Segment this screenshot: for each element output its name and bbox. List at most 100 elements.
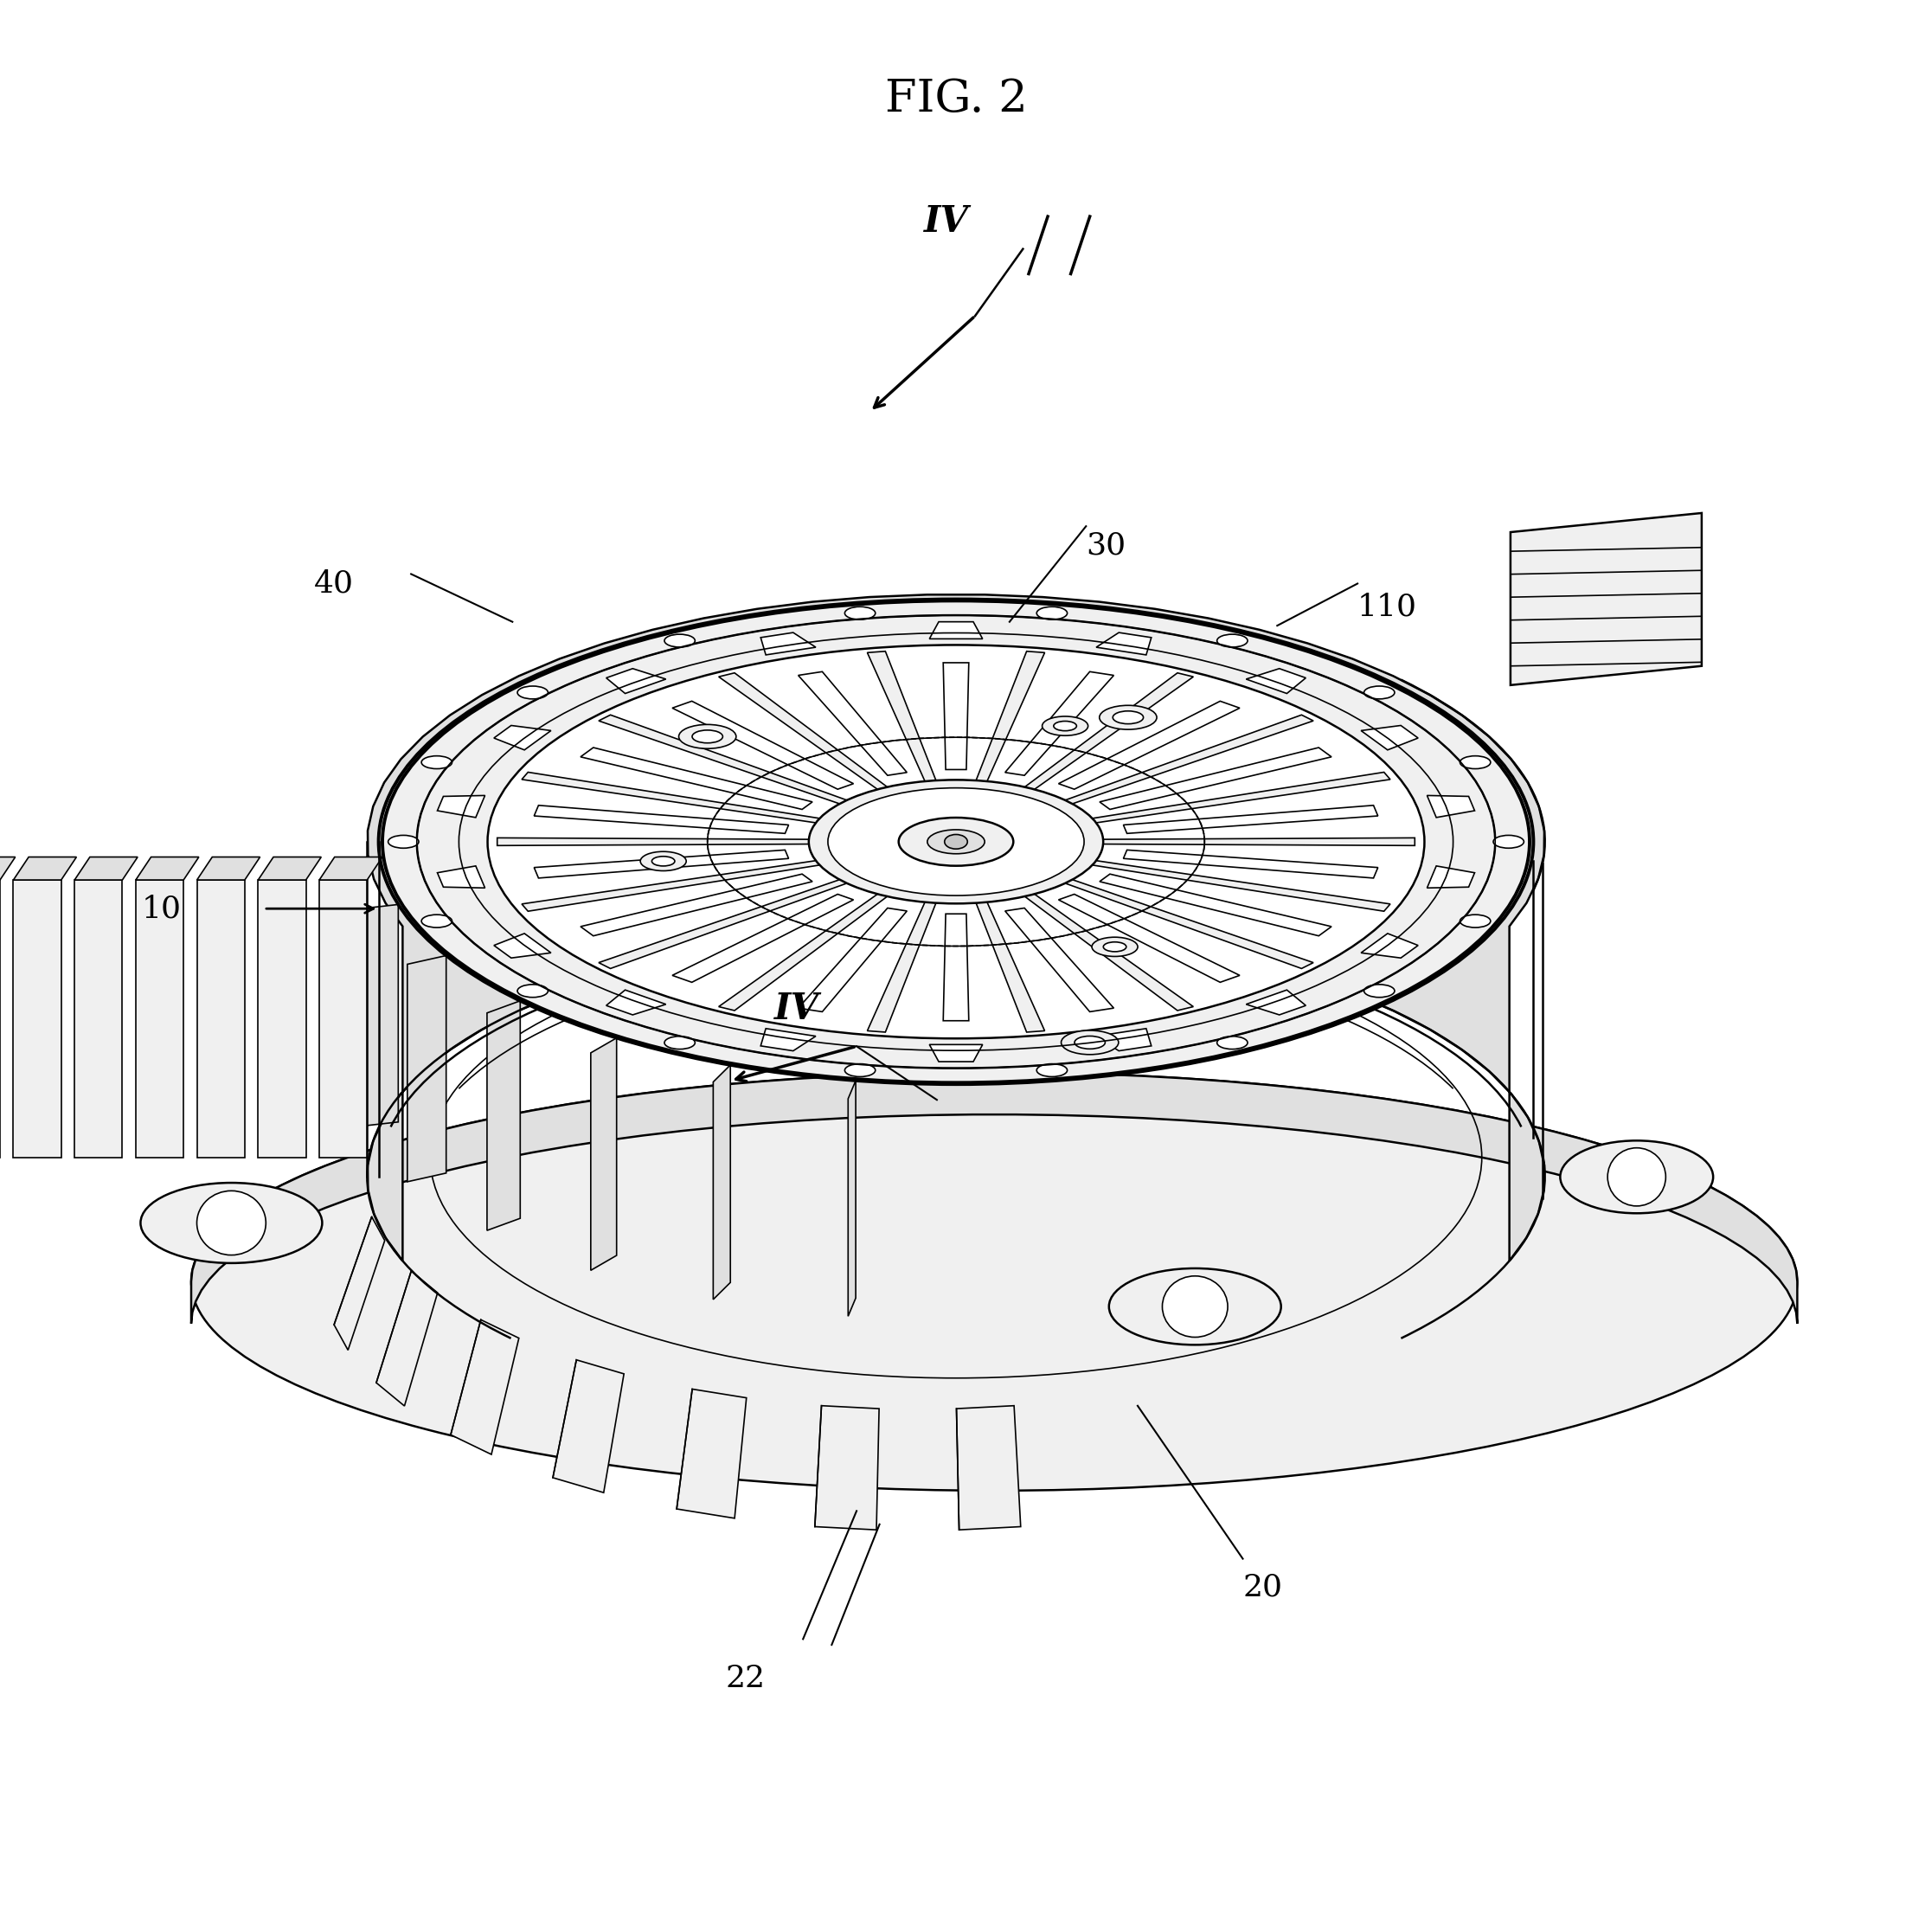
Polygon shape: [1057, 715, 1314, 806]
Polygon shape: [533, 850, 788, 877]
Text: IV: IV: [923, 203, 969, 240]
Polygon shape: [975, 898, 1044, 1032]
Ellipse shape: [899, 817, 1013, 866]
Polygon shape: [1247, 989, 1306, 1014]
Polygon shape: [606, 668, 665, 694]
Polygon shape: [761, 632, 816, 655]
Polygon shape: [943, 663, 969, 769]
Polygon shape: [335, 1217, 384, 1350]
Polygon shape: [197, 858, 260, 879]
Polygon shape: [761, 1028, 816, 1051]
Ellipse shape: [663, 1036, 694, 1049]
Ellipse shape: [388, 835, 419, 848]
Ellipse shape: [518, 686, 549, 699]
Polygon shape: [319, 858, 382, 879]
Polygon shape: [1096, 632, 1151, 655]
Polygon shape: [1124, 806, 1379, 833]
Polygon shape: [591, 1037, 616, 1271]
Polygon shape: [1006, 672, 1115, 775]
Ellipse shape: [1109, 1267, 1281, 1345]
Text: 110: 110: [1358, 591, 1417, 622]
Ellipse shape: [1363, 686, 1394, 699]
Polygon shape: [1084, 860, 1390, 912]
Polygon shape: [598, 715, 855, 806]
Ellipse shape: [1113, 711, 1143, 724]
Ellipse shape: [518, 985, 549, 997]
Ellipse shape: [845, 607, 876, 620]
Ellipse shape: [1461, 755, 1491, 769]
Polygon shape: [197, 879, 245, 1157]
Polygon shape: [438, 796, 486, 817]
Ellipse shape: [382, 601, 1530, 1082]
Polygon shape: [522, 773, 828, 825]
Ellipse shape: [141, 1182, 323, 1264]
Ellipse shape: [421, 914, 451, 927]
Polygon shape: [493, 933, 551, 958]
Ellipse shape: [421, 755, 451, 769]
Polygon shape: [553, 1360, 623, 1493]
Polygon shape: [0, 858, 15, 879]
Ellipse shape: [1042, 717, 1088, 736]
Ellipse shape: [1560, 1140, 1713, 1213]
Polygon shape: [1084, 773, 1390, 825]
Polygon shape: [488, 1001, 520, 1231]
Polygon shape: [1019, 672, 1193, 792]
Polygon shape: [75, 879, 122, 1157]
Ellipse shape: [1218, 634, 1249, 647]
Polygon shape: [75, 858, 138, 879]
Polygon shape: [606, 989, 665, 1014]
Polygon shape: [367, 595, 1545, 1262]
Text: IV: IV: [774, 991, 818, 1028]
Polygon shape: [943, 914, 969, 1020]
Polygon shape: [438, 866, 486, 889]
Ellipse shape: [692, 730, 723, 744]
Polygon shape: [975, 651, 1044, 784]
Polygon shape: [533, 806, 788, 833]
Text: 22: 22: [727, 1663, 765, 1692]
Ellipse shape: [652, 856, 675, 866]
Polygon shape: [956, 1406, 1021, 1530]
Ellipse shape: [417, 614, 1495, 1068]
Polygon shape: [1361, 724, 1419, 750]
Polygon shape: [673, 701, 853, 790]
Polygon shape: [1426, 796, 1474, 817]
Ellipse shape: [1493, 835, 1524, 848]
Ellipse shape: [1036, 607, 1067, 620]
Polygon shape: [797, 908, 906, 1012]
Ellipse shape: [641, 852, 686, 871]
Polygon shape: [451, 1320, 518, 1455]
Polygon shape: [377, 1271, 438, 1406]
Polygon shape: [1059, 895, 1239, 981]
Polygon shape: [497, 838, 818, 846]
Polygon shape: [598, 877, 855, 968]
Polygon shape: [1426, 866, 1474, 889]
Polygon shape: [136, 879, 184, 1157]
Text: 10: 10: [141, 895, 182, 923]
Polygon shape: [713, 1065, 730, 1300]
Polygon shape: [522, 860, 828, 912]
Ellipse shape: [1363, 985, 1394, 997]
Polygon shape: [581, 748, 813, 810]
Text: 40: 40: [314, 568, 354, 599]
Polygon shape: [1059, 701, 1239, 790]
Polygon shape: [1247, 668, 1306, 694]
Ellipse shape: [1608, 1148, 1665, 1206]
Text: FIG. 2: FIG. 2: [885, 77, 1027, 122]
Polygon shape: [1057, 877, 1314, 968]
Polygon shape: [868, 898, 937, 1032]
Polygon shape: [258, 858, 321, 879]
Ellipse shape: [1092, 937, 1138, 956]
Ellipse shape: [488, 645, 1424, 1039]
Polygon shape: [1006, 908, 1115, 1012]
Polygon shape: [407, 956, 445, 1182]
Polygon shape: [13, 858, 76, 879]
Polygon shape: [581, 873, 813, 935]
Ellipse shape: [828, 788, 1084, 896]
Polygon shape: [815, 1406, 880, 1530]
Ellipse shape: [191, 1072, 1797, 1492]
Polygon shape: [1096, 1028, 1151, 1051]
Polygon shape: [493, 724, 551, 750]
Ellipse shape: [1099, 705, 1157, 730]
Text: 20: 20: [1243, 1573, 1283, 1602]
Ellipse shape: [1103, 943, 1126, 952]
